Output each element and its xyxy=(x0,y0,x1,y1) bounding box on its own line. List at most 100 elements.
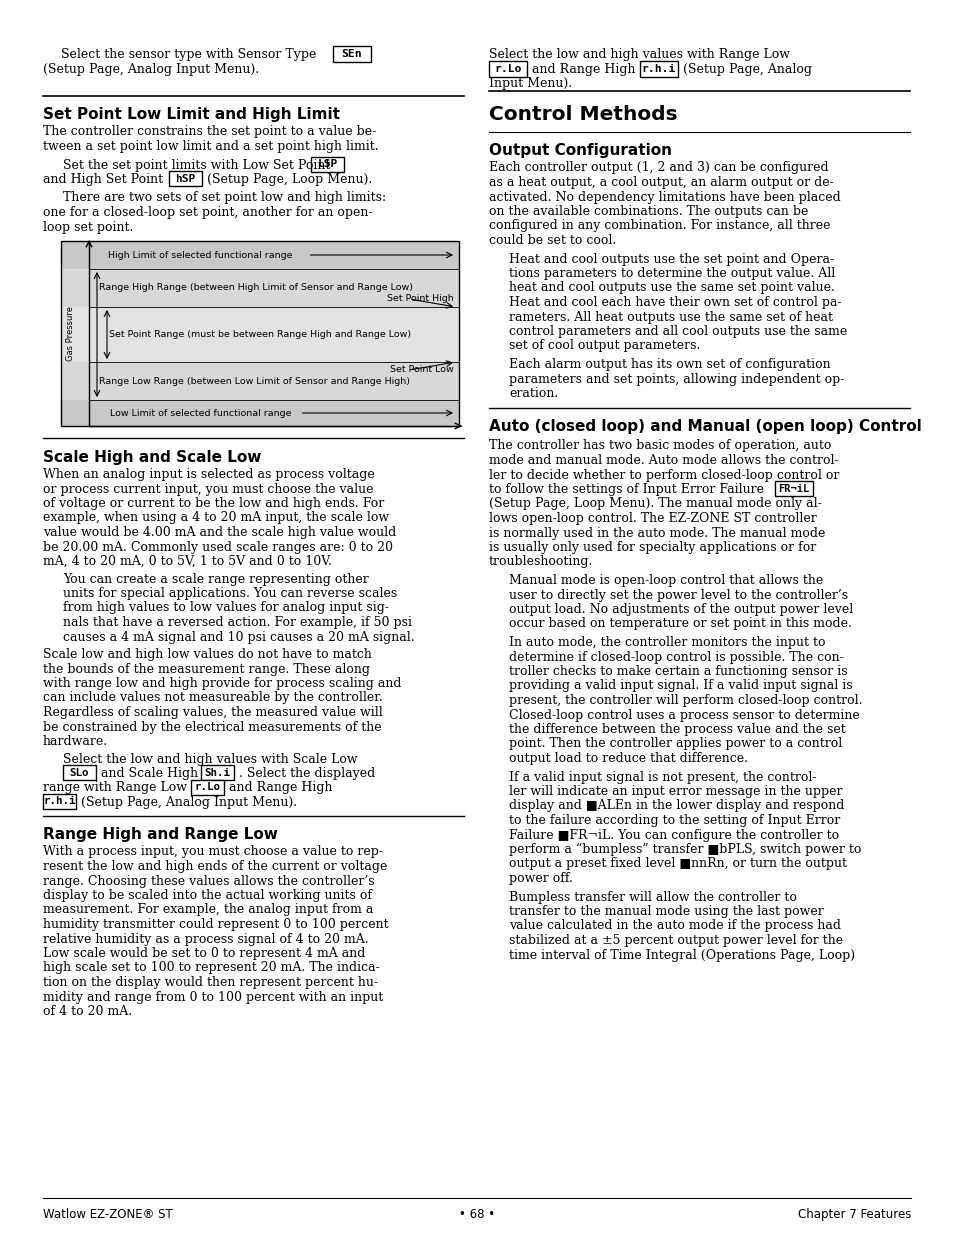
Bar xyxy=(774,480,812,496)
Text: Each controller output (1, 2 and 3) can be configured: Each controller output (1, 2 and 3) can … xyxy=(489,162,828,174)
Text: ler to decide whether to perform closed-loop control or: ler to decide whether to perform closed-… xyxy=(489,468,839,482)
Text: Set Point Low Limit and High Limit: Set Point Low Limit and High Limit xyxy=(43,107,339,122)
Text: lows open-loop control. The EZ-ZONE ST controller: lows open-loop control. The EZ-ZONE ST c… xyxy=(489,513,816,525)
Text: Chapter 7 Features: Chapter 7 Features xyxy=(797,1208,910,1221)
Bar xyxy=(61,308,458,362)
Text: Heat and cool each have their own set of control pa-: Heat and cool each have their own set of… xyxy=(509,296,841,309)
Text: on the available combinations. The outputs can be: on the available combinations. The outpu… xyxy=(489,205,807,219)
Text: mode and manual mode. Auto mode allows the control-: mode and manual mode. Auto mode allows t… xyxy=(489,454,838,467)
Text: perform a “bumpless” transfer ■bPLS, switch power to: perform a “bumpless” transfer ■bPLS, swi… xyxy=(509,844,861,856)
Text: display to be scaled into the actual working units of: display to be scaled into the actual wor… xyxy=(43,889,372,902)
Text: the bounds of the measurement range. These along: the bounds of the measurement range. The… xyxy=(43,662,370,676)
Text: and High Set Point: and High Set Point xyxy=(43,173,163,186)
Text: Failure ■FR¬iL. You can configure the controller to: Failure ■FR¬iL. You can configure the co… xyxy=(509,829,839,841)
Text: time interval of Time Integral (Operations Page, Loop): time interval of Time Integral (Operatio… xyxy=(509,948,854,962)
Bar xyxy=(61,400,458,426)
Text: ler will indicate an input error message in the upper: ler will indicate an input error message… xyxy=(509,785,841,798)
Text: resent the low and high ends of the current or voltage: resent the low and high ends of the curr… xyxy=(43,860,387,873)
Text: • 68 •: • 68 • xyxy=(458,1208,495,1221)
Text: troller checks to make certain a functioning sensor is: troller checks to make certain a functio… xyxy=(509,664,846,678)
Text: and Scale High: and Scale High xyxy=(101,767,198,781)
Text: and Range High: and Range High xyxy=(532,63,635,75)
Text: LSP: LSP xyxy=(317,159,337,169)
Bar xyxy=(489,61,526,77)
Text: of voltage or current to be the low and high ends. For: of voltage or current to be the low and … xyxy=(43,496,384,510)
Text: r.h.i: r.h.i xyxy=(43,797,75,806)
Text: SLo: SLo xyxy=(70,767,90,778)
Text: Range Low Range (between Low Limit of Sensor and Range High): Range Low Range (between Low Limit of Se… xyxy=(99,377,410,385)
Text: hSP: hSP xyxy=(175,173,195,184)
Text: Range High and Range Low: Range High and Range Low xyxy=(43,827,277,842)
Text: with range low and high provide for process scaling and: with range low and high provide for proc… xyxy=(43,677,401,690)
Text: (Setup Page, Loop Menu).: (Setup Page, Loop Menu). xyxy=(207,173,372,186)
Text: high scale set to 100 to represent 20 mA. The indica-: high scale set to 100 to represent 20 mA… xyxy=(43,962,379,974)
Text: range with Range Low: range with Range Low xyxy=(43,782,187,794)
Text: r.Lo: r.Lo xyxy=(494,63,521,74)
Text: hardware.: hardware. xyxy=(43,735,108,748)
Bar xyxy=(63,764,96,781)
Text: FR¬iL: FR¬iL xyxy=(778,483,809,494)
Text: (Setup Page, Analog Input Menu).: (Setup Page, Analog Input Menu). xyxy=(43,63,259,75)
Text: be constrained by the electrical measurements of the: be constrained by the electrical measure… xyxy=(43,720,381,734)
Text: occur based on temperature or set point in this mode.: occur based on temperature or set point … xyxy=(509,618,851,631)
Text: is normally used in the auto mode. The manual mode: is normally used in the auto mode. The m… xyxy=(489,526,824,540)
Bar xyxy=(169,170,202,186)
Text: humidity transmitter could represent 0 to 100 percent: humidity transmitter could represent 0 t… xyxy=(43,918,388,931)
Text: output load. No adjustments of the output power level: output load. No adjustments of the outpu… xyxy=(509,603,852,616)
Text: Closed-loop control uses a process sensor to determine: Closed-loop control uses a process senso… xyxy=(509,709,859,721)
Text: as a heat output, a cool output, an alarm output or de-: as a heat output, a cool output, an alar… xyxy=(489,177,833,189)
Text: and Range High: and Range High xyxy=(229,782,333,794)
Text: be 20.00 mA. Commonly used scale ranges are: 0 to 20: be 20.00 mA. Commonly used scale ranges … xyxy=(43,541,393,553)
Text: rameters. All heat outputs use the same set of heat: rameters. All heat outputs use the same … xyxy=(509,310,832,324)
Text: example, when using a 4 to 20 mA input, the scale low: example, when using a 4 to 20 mA input, … xyxy=(43,511,389,525)
Text: determine if closed-loop control is possible. The con-: determine if closed-loop control is poss… xyxy=(509,651,842,663)
Text: Low scale would be set to 0 to represent 4 mA and: Low scale would be set to 0 to represent… xyxy=(43,947,365,960)
Text: High Limit of selected functional range: High Limit of selected functional range xyxy=(108,251,293,259)
Bar xyxy=(333,46,371,62)
Text: configured in any combination. For instance, all three: configured in any combination. For insta… xyxy=(489,220,830,232)
Text: tions parameters to determine the output value. All: tions parameters to determine the output… xyxy=(509,267,835,280)
Text: parameters and set points, allowing independent op-: parameters and set points, allowing inde… xyxy=(509,373,843,385)
Text: is usually only used for specialty applications or for: is usually only used for specialty appli… xyxy=(489,541,816,555)
Text: (Setup Page, Analog Input Menu).: (Setup Page, Analog Input Menu). xyxy=(81,797,296,809)
Text: Select the low and high values with Range Low: Select the low and high values with Rang… xyxy=(489,48,789,61)
Text: from high values to low values for analog input sig-: from high values to low values for analo… xyxy=(63,601,389,615)
Text: With a process input, you must choose a value to rep-: With a process input, you must choose a … xyxy=(43,846,382,858)
Bar xyxy=(61,362,458,400)
Text: can include values not measureable by the controller.: can include values not measureable by th… xyxy=(43,692,382,704)
Text: Heat and cool outputs use the set point and Opera-: Heat and cool outputs use the set point … xyxy=(509,252,833,266)
Text: If a valid input signal is not present, the control-: If a valid input signal is not present, … xyxy=(509,771,816,783)
Text: units for special applications. You can reverse scales: units for special applications. You can … xyxy=(63,587,396,600)
Text: value calculated in the auto mode if the process had: value calculated in the auto mode if the… xyxy=(509,920,841,932)
Text: When an analog input is selected as process voltage: When an analog input is selected as proc… xyxy=(43,468,375,480)
Text: relative humidity as a process signal of 4 to 20 mA.: relative humidity as a process signal of… xyxy=(43,932,368,946)
Text: output load to reduce that difference.: output load to reduce that difference. xyxy=(509,752,747,764)
Text: transfer to the manual mode using the last power: transfer to the manual mode using the la… xyxy=(509,905,822,918)
Text: Manual mode is open-loop control that allows the: Manual mode is open-loop control that al… xyxy=(509,574,822,587)
Text: one for a closed-loop set point, another for an open-: one for a closed-loop set point, another… xyxy=(43,206,372,219)
Text: activated. No dependency limitations have been placed: activated. No dependency limitations hav… xyxy=(489,190,840,204)
Bar xyxy=(61,241,458,426)
Bar xyxy=(201,764,233,781)
Text: Scale High and Scale Low: Scale High and Scale Low xyxy=(43,450,261,466)
Text: user to directly set the power level to the controller’s: user to directly set the power level to … xyxy=(509,589,847,601)
Text: display and ■ALEn in the lower display and respond: display and ■ALEn in the lower display a… xyxy=(509,799,843,813)
Text: power off.: power off. xyxy=(509,872,572,885)
Text: Bumpless transfer will allow the controller to: Bumpless transfer will allow the control… xyxy=(509,890,796,904)
Text: Watlow EZ-ZONE® ST: Watlow EZ-ZONE® ST xyxy=(43,1208,172,1221)
Bar xyxy=(639,61,678,77)
Text: eration.: eration. xyxy=(509,387,558,400)
Text: Range High Range (between High Limit of Sensor and Range Low): Range High Range (between High Limit of … xyxy=(99,284,413,293)
Text: of 4 to 20 mA.: of 4 to 20 mA. xyxy=(43,1005,132,1018)
Text: SEn: SEn xyxy=(341,49,362,59)
Text: to follow the settings of Input Error Failure: to follow the settings of Input Error Fa… xyxy=(489,483,767,496)
Text: the difference between the process value and the set: the difference between the process value… xyxy=(509,722,845,736)
Bar xyxy=(43,794,76,809)
Text: Each alarm output has its own set of configuration: Each alarm output has its own set of con… xyxy=(509,358,830,370)
Text: output a preset fixed level ■nnRn, or turn the output: output a preset fixed level ■nnRn, or tu… xyxy=(509,857,846,871)
Text: Set the set point limits with Low Set Point: Set the set point limits with Low Set Po… xyxy=(63,158,330,172)
Text: heat and cool outputs use the same set point value.: heat and cool outputs use the same set p… xyxy=(509,282,834,294)
Text: Input Menu).: Input Menu). xyxy=(489,77,572,90)
Text: You can create a scale range representing other: You can create a scale range representin… xyxy=(63,573,369,585)
Text: midity and range from 0 to 100 percent with an input: midity and range from 0 to 100 percent w… xyxy=(43,990,383,1004)
